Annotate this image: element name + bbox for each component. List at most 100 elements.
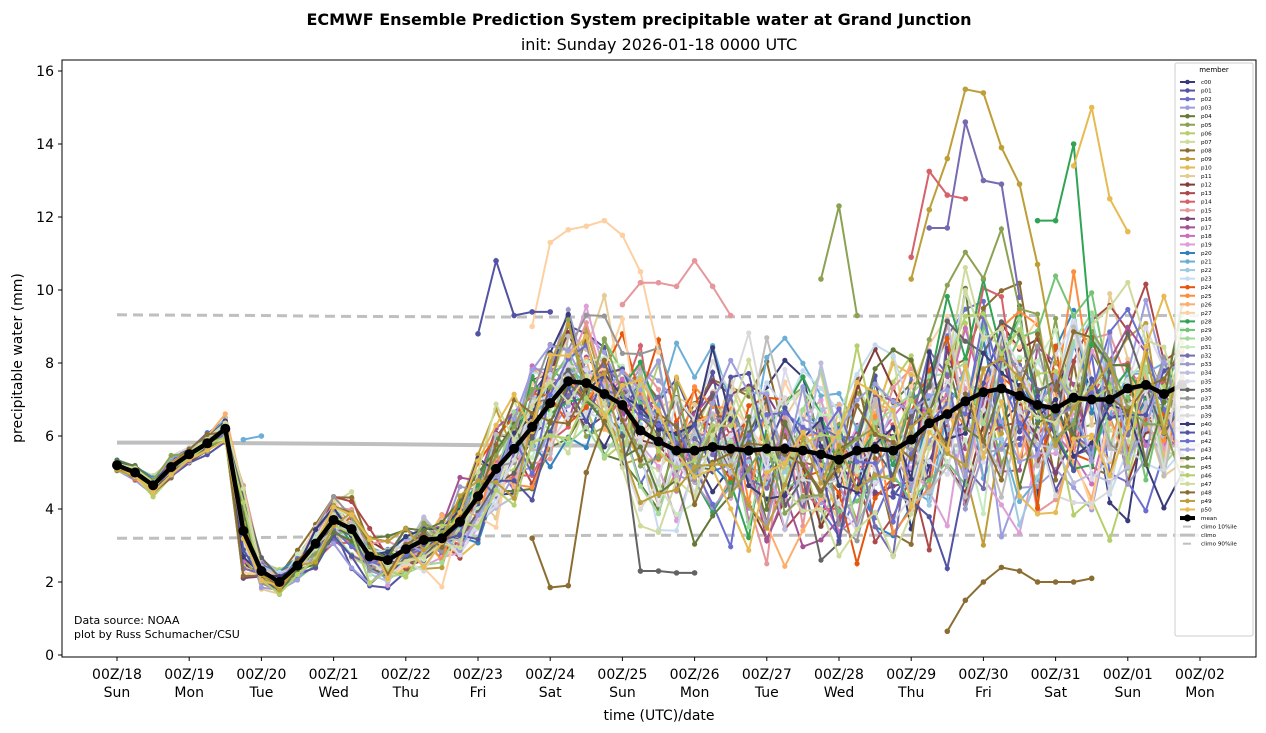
member-point: [421, 547, 427, 553]
legend-label: p06: [1201, 131, 1212, 137]
member-point: [1107, 291, 1113, 297]
member-point: [908, 371, 914, 378]
x-tick-day: Sat: [1044, 685, 1067, 701]
member-point: [1088, 341, 1095, 348]
member-point: [1016, 467, 1023, 473]
member-point: [511, 391, 517, 397]
member-point: [800, 429, 806, 435]
member-point: [1016, 522, 1023, 528]
legend-entry-p39: p39: [1180, 413, 1212, 419]
member-point: [511, 470, 517, 476]
member-point: [926, 168, 933, 175]
legend-marker: [1185, 233, 1190, 239]
member-point: [908, 254, 914, 260]
member-point: [547, 584, 553, 591]
legend-label: p14: [1201, 200, 1212, 206]
member-point: [692, 422, 698, 428]
member-point: [294, 551, 301, 557]
member-point: [258, 578, 264, 584]
member-point: [728, 480, 734, 486]
member-point: [980, 177, 987, 184]
member-point: [728, 357, 734, 363]
member-point: [1016, 294, 1023, 301]
legend-entry-p11: p11: [1180, 173, 1212, 180]
member-point: [800, 508, 806, 514]
member-point: [836, 538, 842, 544]
legend-entry-p33: p33: [1180, 361, 1212, 368]
member-point: [1016, 568, 1023, 574]
member-point: [926, 445, 932, 451]
member-point: [1016, 530, 1023, 536]
member-point: [944, 335, 950, 341]
legend-label: p08: [1201, 148, 1212, 154]
legend-entry-p14: p14: [1180, 199, 1212, 206]
member-point: [872, 523, 878, 530]
member-point: [475, 458, 481, 464]
member-point: [547, 456, 553, 462]
member-point: [980, 407, 987, 413]
member-point: [475, 536, 481, 542]
member-point: [240, 573, 246, 579]
member-point: [1143, 400, 1149, 406]
mean-point: [942, 409, 953, 420]
legend-label: mean: [1201, 516, 1217, 522]
member-point: [944, 378, 950, 385]
member-point: [547, 384, 553, 390]
legend-marker: [1185, 507, 1190, 512]
member-point: [529, 435, 535, 441]
legend-entry-p23: p23: [1180, 276, 1212, 283]
mean-point: [1158, 389, 1169, 400]
member-point: [692, 474, 698, 480]
member-point: [367, 525, 373, 532]
legend-marker: [1185, 378, 1190, 384]
x-tick-day: Wed: [824, 685, 855, 701]
member-point: [962, 597, 969, 604]
member-point: [276, 587, 283, 593]
member-point: [818, 506, 824, 512]
member-point: [908, 276, 914, 282]
member-point: [998, 181, 1005, 187]
member-point: [728, 374, 734, 380]
legend-marker: [1185, 302, 1190, 307]
member-point: [782, 405, 788, 411]
x-tick-label: 00Z/26: [670, 667, 720, 683]
member-point: [168, 472, 174, 478]
legend-entry-p32: p32: [1180, 353, 1212, 360]
x-tick-label: 00Z/18: [92, 667, 142, 683]
mean-point: [509, 443, 520, 454]
member-point: [403, 574, 409, 580]
member-point: [926, 489, 932, 495]
member-point: [1125, 518, 1131, 524]
member-point: [746, 535, 752, 541]
member-point: [836, 390, 842, 397]
legend-entry-p07: p07: [1180, 139, 1212, 146]
x-tick-label: 00Z/02: [1175, 667, 1225, 683]
member-point: [962, 249, 968, 255]
member-point: [980, 454, 987, 460]
member-point: [583, 410, 589, 416]
mean-point: [527, 421, 538, 432]
member-point: [637, 463, 644, 469]
member-point: [403, 559, 409, 565]
member-point: [980, 420, 987, 427]
legend-label: p02: [1201, 97, 1212, 103]
legend-entry-p08: p08: [1180, 148, 1212, 154]
member-point: [1016, 306, 1023, 312]
member-point: [204, 447, 210, 453]
member-point: [854, 343, 860, 349]
member-point: [890, 461, 896, 468]
member-point: [529, 309, 535, 315]
member-point: [710, 392, 716, 398]
member-point: [637, 434, 644, 440]
mean-point: [960, 396, 971, 407]
member-point: [1034, 311, 1041, 317]
member-point: [818, 492, 824, 498]
member-point: [1107, 361, 1113, 367]
member-point: [890, 424, 896, 431]
mean-point: [797, 445, 808, 456]
member-point: [692, 464, 698, 470]
member-point: [655, 408, 662, 414]
legend-label: p19: [1201, 242, 1212, 248]
legend-entry-p18: p18: [1180, 233, 1212, 240]
member-point: [529, 454, 535, 461]
